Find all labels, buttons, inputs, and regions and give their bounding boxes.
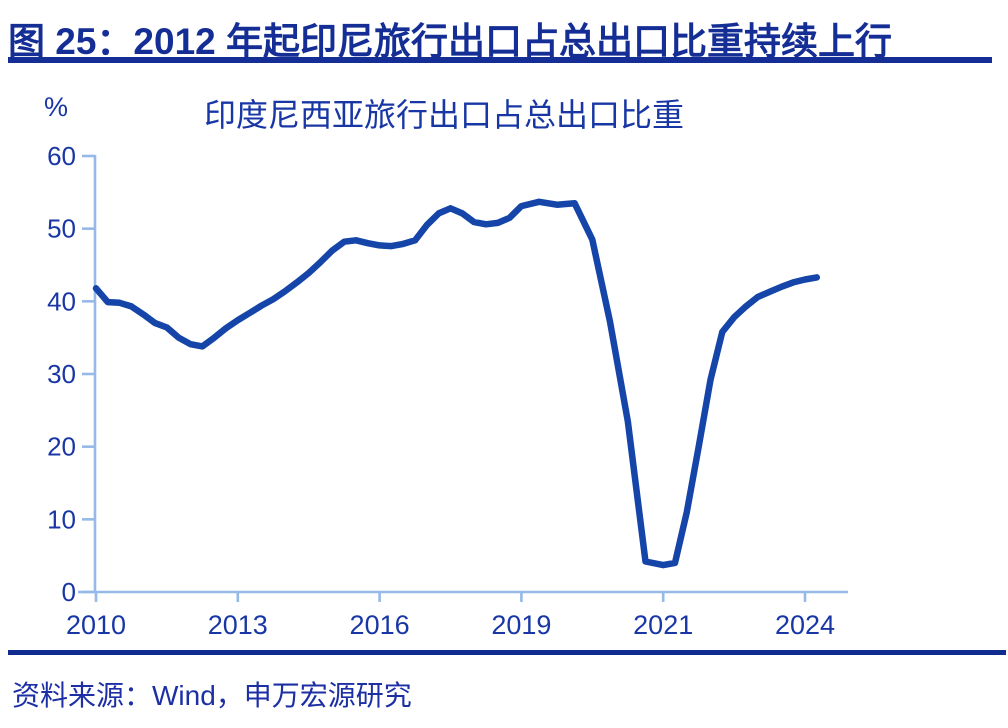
y-tick-label: 30 [47, 359, 76, 389]
data-line-travel-export-share [92, 198, 821, 569]
y-tick-label: 50 [47, 214, 76, 244]
source-note: 资料来源：Wind，申万宏源研究 [12, 680, 412, 711]
chart-title: 印度尼西亚旅行出口占总出口比重 [203, 97, 685, 133]
x-tick-label: 2019 [491, 610, 551, 640]
y-tick-label: 40 [47, 286, 76, 316]
x-tick-label: 2016 [350, 610, 410, 640]
x-tick-label: 2021 [633, 610, 693, 640]
y-tick-label: 0 [62, 577, 76, 607]
x-tick-label: 2010 [66, 610, 126, 640]
footer-divider [8, 650, 1006, 655]
y-tick-label: 60 [47, 141, 76, 171]
figure-title: 图 25：2012 年起印尼旅行出口占总出口比重持续上行 [8, 21, 893, 62]
x-tick-label: 2013 [208, 610, 268, 640]
title-underline [8, 57, 992, 63]
y-axis-unit-label: % [44, 92, 69, 122]
y-tick-label: 20 [47, 432, 76, 462]
x-tick-label: 2024 [775, 610, 835, 640]
y-tick-label: 10 [47, 504, 76, 534]
